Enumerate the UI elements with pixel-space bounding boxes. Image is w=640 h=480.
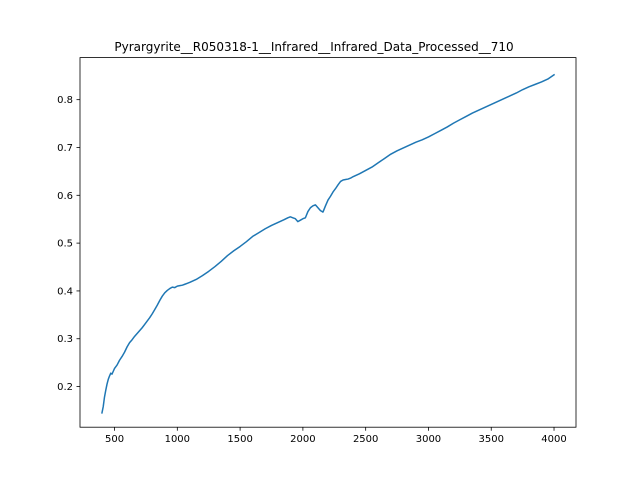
x-tick-label: 2500 [353,434,378,445]
x-tick-label: 3500 [479,434,504,445]
y-tick-label: 0.4 [57,286,73,297]
x-tick-label: 2000 [290,434,315,445]
plot-frame [79,57,577,428]
x-tick-label: 4000 [541,434,566,445]
x-tick-label: 1500 [227,434,252,445]
y-axis: 0.2 0.3 0.4 0.5 0.6 0.7 0.8 [57,95,80,393]
x-tick-label: 1000 [165,434,190,445]
y-tick-label: 0.5 [57,239,73,250]
y-tick-label: 0.3 [57,334,73,345]
x-axis: 500 1000 1500 2000 2500 3000 3500 4000 [105,427,567,445]
y-tick-label: 0.2 [57,382,73,393]
plot-area [80,57,576,428]
y-tick-label: 0.8 [57,95,73,106]
x-tick-label: 3000 [416,434,441,445]
series-line-0 [101,73,556,414]
y-tick-label: 0.6 [57,191,73,202]
y-tick-label: 0.7 [57,143,73,154]
x-tick-label: 500 [105,434,124,445]
series-layer [101,73,556,414]
chart-title: Pyrargyrite__R050318-1__Infrared__Infrar… [114,40,513,54]
